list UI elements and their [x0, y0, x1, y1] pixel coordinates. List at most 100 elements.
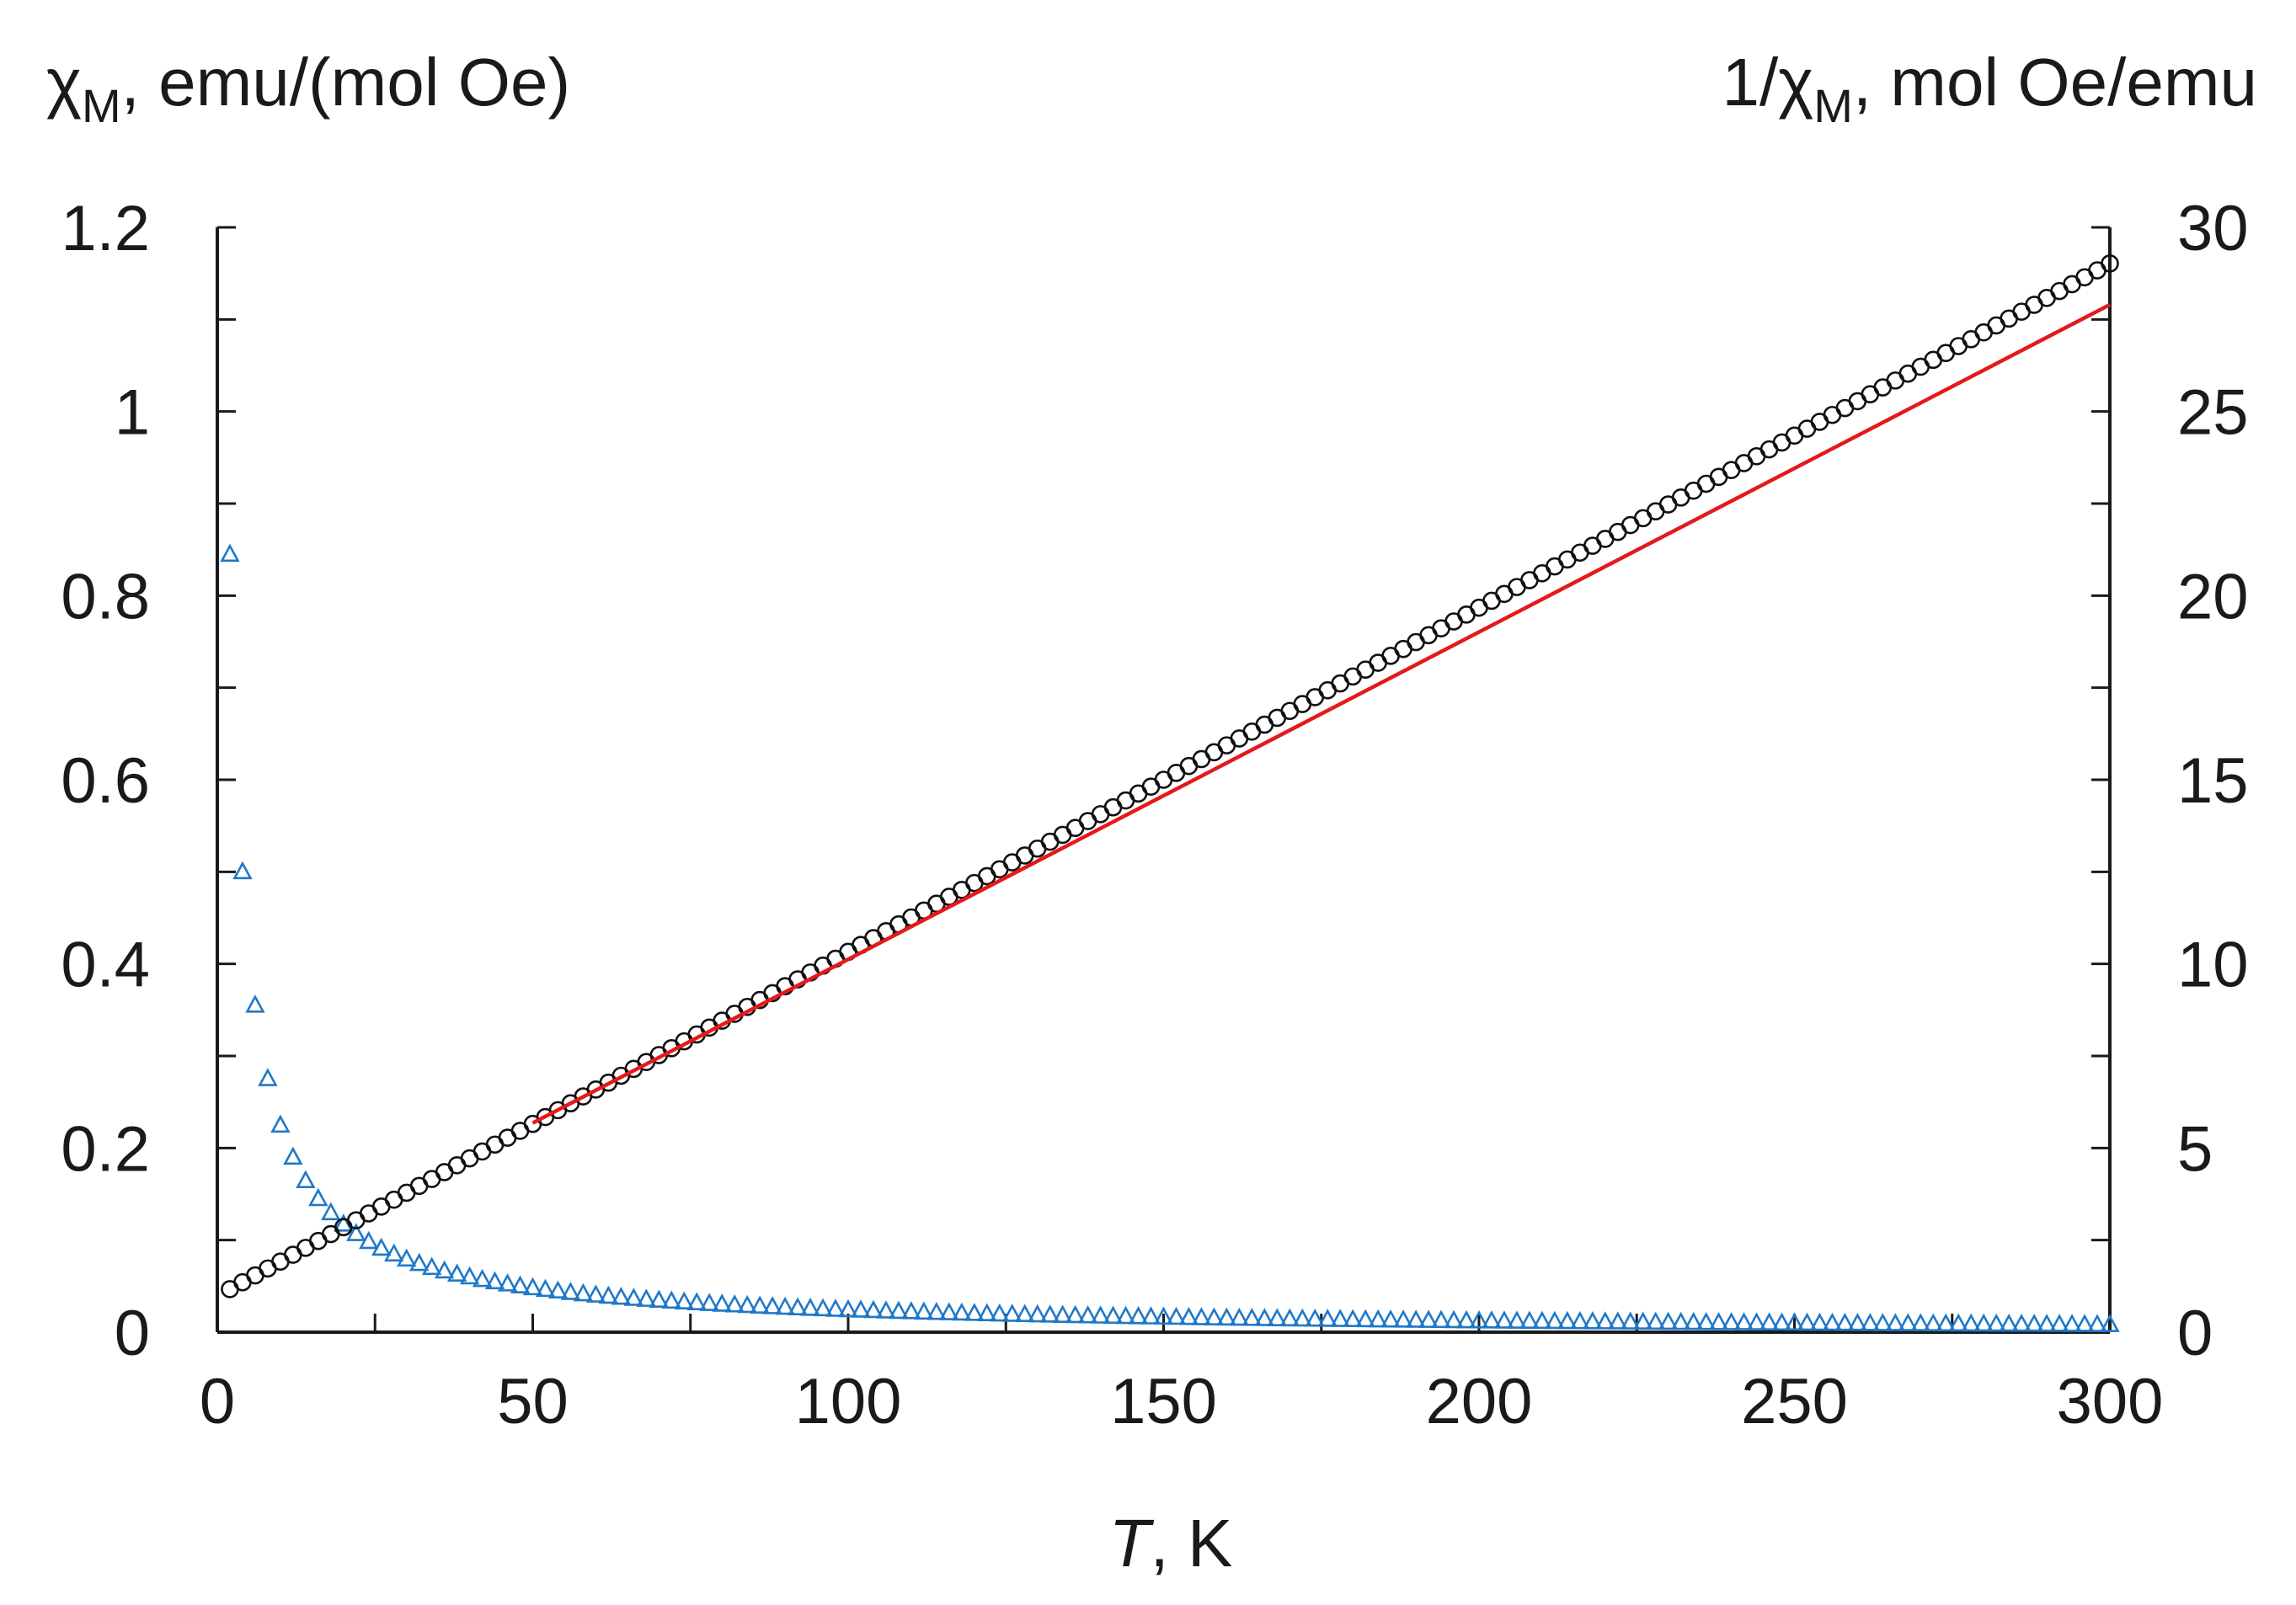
- triangle-point: [2011, 1313, 2032, 1332]
- triangle-point: [522, 1277, 543, 1296]
- triangle-point: [421, 1256, 442, 1276]
- triangle-point: [1153, 1306, 1174, 1325]
- triangle-point: [1292, 1308, 1312, 1327]
- triangle-point: [1898, 1313, 1919, 1331]
- triangle-point: [1077, 1304, 1098, 1324]
- y-right-tick-label: 0: [2177, 1298, 2213, 1369]
- triangle-point: [1595, 1311, 1615, 1330]
- triangle-point: [1746, 1312, 1767, 1330]
- triangle-point: [2087, 1314, 2107, 1332]
- triangle-point: [1343, 1309, 1363, 1327]
- triangle-point: [1670, 1311, 1691, 1330]
- triangle-point: [1482, 1310, 1502, 1329]
- triangle-point: [397, 1248, 417, 1267]
- triangle-point: [1507, 1310, 1527, 1329]
- triangle-point: [762, 1296, 782, 1314]
- triangle-point: [1418, 1309, 1439, 1328]
- triangle-point: [2074, 1314, 2095, 1332]
- triangle-point: [699, 1293, 719, 1311]
- triangle-point: [2049, 1314, 2069, 1332]
- triangle-point: [1254, 1308, 1275, 1326]
- x-axis-title: T, K: [1109, 1506, 1233, 1581]
- triangle-point: [1936, 1313, 1956, 1332]
- triangle-point: [1999, 1313, 2019, 1332]
- triangle-point: [2037, 1314, 2057, 1332]
- y-right-tick-label: 10: [2177, 930, 2249, 1001]
- triangle-point: [1380, 1309, 1401, 1328]
- triangle-point: [510, 1275, 531, 1294]
- triangle-point: [1431, 1309, 1451, 1329]
- triangle-point: [1090, 1305, 1111, 1324]
- triangle-point: [2100, 1314, 2120, 1332]
- triangle-point: [1028, 1304, 1048, 1323]
- triangle-point: [674, 1291, 694, 1310]
- triangle-point: [1986, 1313, 2006, 1332]
- triangle-point: [408, 1252, 430, 1272]
- x-tick-label: 0: [200, 1366, 235, 1437]
- triangle-point: [1115, 1305, 1136, 1325]
- triangle-point: [623, 1288, 644, 1306]
- triangle-point: [1039, 1304, 1060, 1323]
- x-tick-label: 50: [497, 1366, 569, 1437]
- triangle-point: [863, 1299, 884, 1319]
- triangle-point: [750, 1295, 770, 1314]
- triangle-point: [434, 1260, 455, 1279]
- x-tick-label: 200: [1426, 1366, 1533, 1437]
- triangle-point: [283, 1146, 303, 1165]
- y-right-tick-label: 25: [2177, 377, 2249, 449]
- triangle-point: [876, 1300, 896, 1319]
- triangle-point: [1797, 1312, 1818, 1331]
- triangle-point: [1910, 1313, 1930, 1331]
- triangle-point: [1948, 1313, 1968, 1332]
- triangle-point: [1456, 1309, 1476, 1329]
- x-tick-label: 150: [1110, 1366, 1217, 1437]
- axes: 0 50 100 150 200 250 30000.20.40.60.811.205101…: [61, 193, 2248, 1437]
- y-left-tick-label: 0.4: [61, 930, 150, 1001]
- triangle-point: [371, 1237, 392, 1256]
- triangle-point: [1633, 1311, 1653, 1330]
- triangle-point: [1872, 1313, 1893, 1331]
- triangle-point: [1885, 1313, 1906, 1331]
- inverse-chi-series: [221, 254, 2119, 1298]
- triangle-point: [1646, 1311, 1666, 1330]
- triangle-point: [1229, 1307, 1250, 1326]
- triangle-point: [258, 1068, 278, 1086]
- y-left-tick-label: 0.2: [61, 1113, 150, 1185]
- triangle-point: [1759, 1312, 1780, 1330]
- triangle-point: [1103, 1305, 1124, 1325]
- triangle-point: [1393, 1309, 1413, 1328]
- triangle-point: [560, 1282, 581, 1300]
- triangle-point: [611, 1287, 632, 1305]
- triangle-point: [1771, 1312, 1792, 1331]
- triangle-point: [270, 1114, 291, 1133]
- triangle-point: [1847, 1313, 1868, 1331]
- triangle-point: [1519, 1310, 1540, 1329]
- triangle-point: [1317, 1309, 1338, 1327]
- triangle-point: [245, 994, 265, 1013]
- triangle-point: [535, 1278, 556, 1298]
- triangle-point: [1305, 1308, 1325, 1327]
- x-tick-label: 300: [2057, 1366, 2164, 1437]
- triangle-point: [459, 1266, 480, 1285]
- triangle-point: [346, 1223, 366, 1241]
- triangle-point: [649, 1289, 669, 1309]
- triangle-point: [220, 543, 240, 563]
- circle-point: [2101, 254, 2119, 273]
- triangle-point: [1444, 1309, 1464, 1329]
- triangle-point: [1973, 1313, 1994, 1332]
- triangle-point: [712, 1293, 732, 1312]
- triangle-point: [1279, 1308, 1300, 1327]
- triangle-point: [964, 1303, 985, 1321]
- triangle-point: [497, 1273, 518, 1292]
- triangle-point: [1166, 1306, 1187, 1325]
- chi-series: [220, 543, 2120, 1332]
- triangle-point: [737, 1294, 757, 1314]
- triangle-point: [838, 1298, 858, 1318]
- triangle-point: [1002, 1304, 1023, 1322]
- triangle-point: [1140, 1306, 1161, 1325]
- triangle-point: [472, 1268, 493, 1288]
- triangle-point: [1923, 1313, 1943, 1331]
- triangle-point: [1708, 1312, 1729, 1330]
- triangle-point: [889, 1300, 909, 1320]
